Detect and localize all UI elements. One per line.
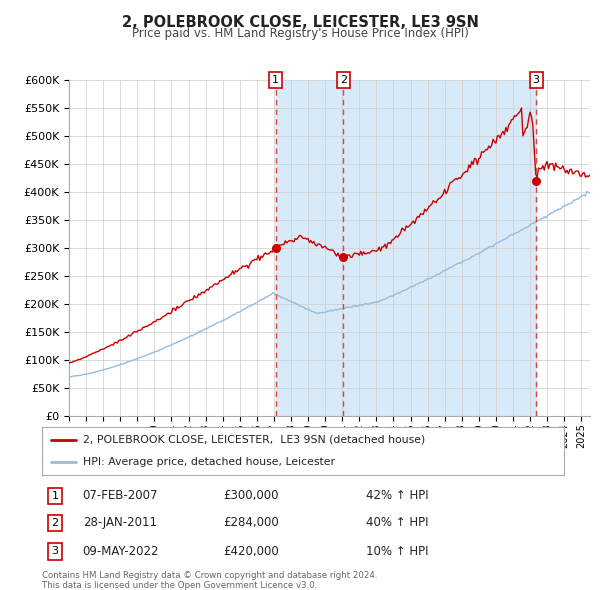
Text: 2, POLEBROOK CLOSE, LEICESTER,  LE3 9SN (detached house): 2, POLEBROOK CLOSE, LEICESTER, LE3 9SN (… xyxy=(83,435,425,445)
Text: £284,000: £284,000 xyxy=(223,516,278,529)
Bar xyxy=(275,80,343,416)
Text: 3: 3 xyxy=(52,546,59,556)
Text: HPI: Average price, detached house, Leicester: HPI: Average price, detached house, Leic… xyxy=(83,457,335,467)
Text: 2: 2 xyxy=(340,75,347,84)
Text: 40% ↑ HPI: 40% ↑ HPI xyxy=(365,516,428,529)
Text: Contains HM Land Registry data © Crown copyright and database right 2024.
This d: Contains HM Land Registry data © Crown c… xyxy=(42,571,377,590)
Text: £300,000: £300,000 xyxy=(223,489,278,502)
Text: 10% ↑ HPI: 10% ↑ HPI xyxy=(365,545,428,558)
Bar xyxy=(343,80,536,416)
Text: 2, POLEBROOK CLOSE, LEICESTER, LE3 9SN: 2, POLEBROOK CLOSE, LEICESTER, LE3 9SN xyxy=(122,15,478,30)
Text: £420,000: £420,000 xyxy=(223,545,278,558)
Text: 07-FEB-2007: 07-FEB-2007 xyxy=(83,489,158,502)
Text: 42% ↑ HPI: 42% ↑ HPI xyxy=(365,489,428,502)
Text: 28-JAN-2011: 28-JAN-2011 xyxy=(83,516,157,529)
Text: 1: 1 xyxy=(272,75,279,84)
Text: 09-MAY-2022: 09-MAY-2022 xyxy=(82,545,158,558)
Text: 3: 3 xyxy=(533,75,539,84)
Text: 1: 1 xyxy=(52,491,59,501)
Text: Price paid vs. HM Land Registry's House Price Index (HPI): Price paid vs. HM Land Registry's House … xyxy=(131,27,469,40)
Text: 2: 2 xyxy=(52,518,59,527)
